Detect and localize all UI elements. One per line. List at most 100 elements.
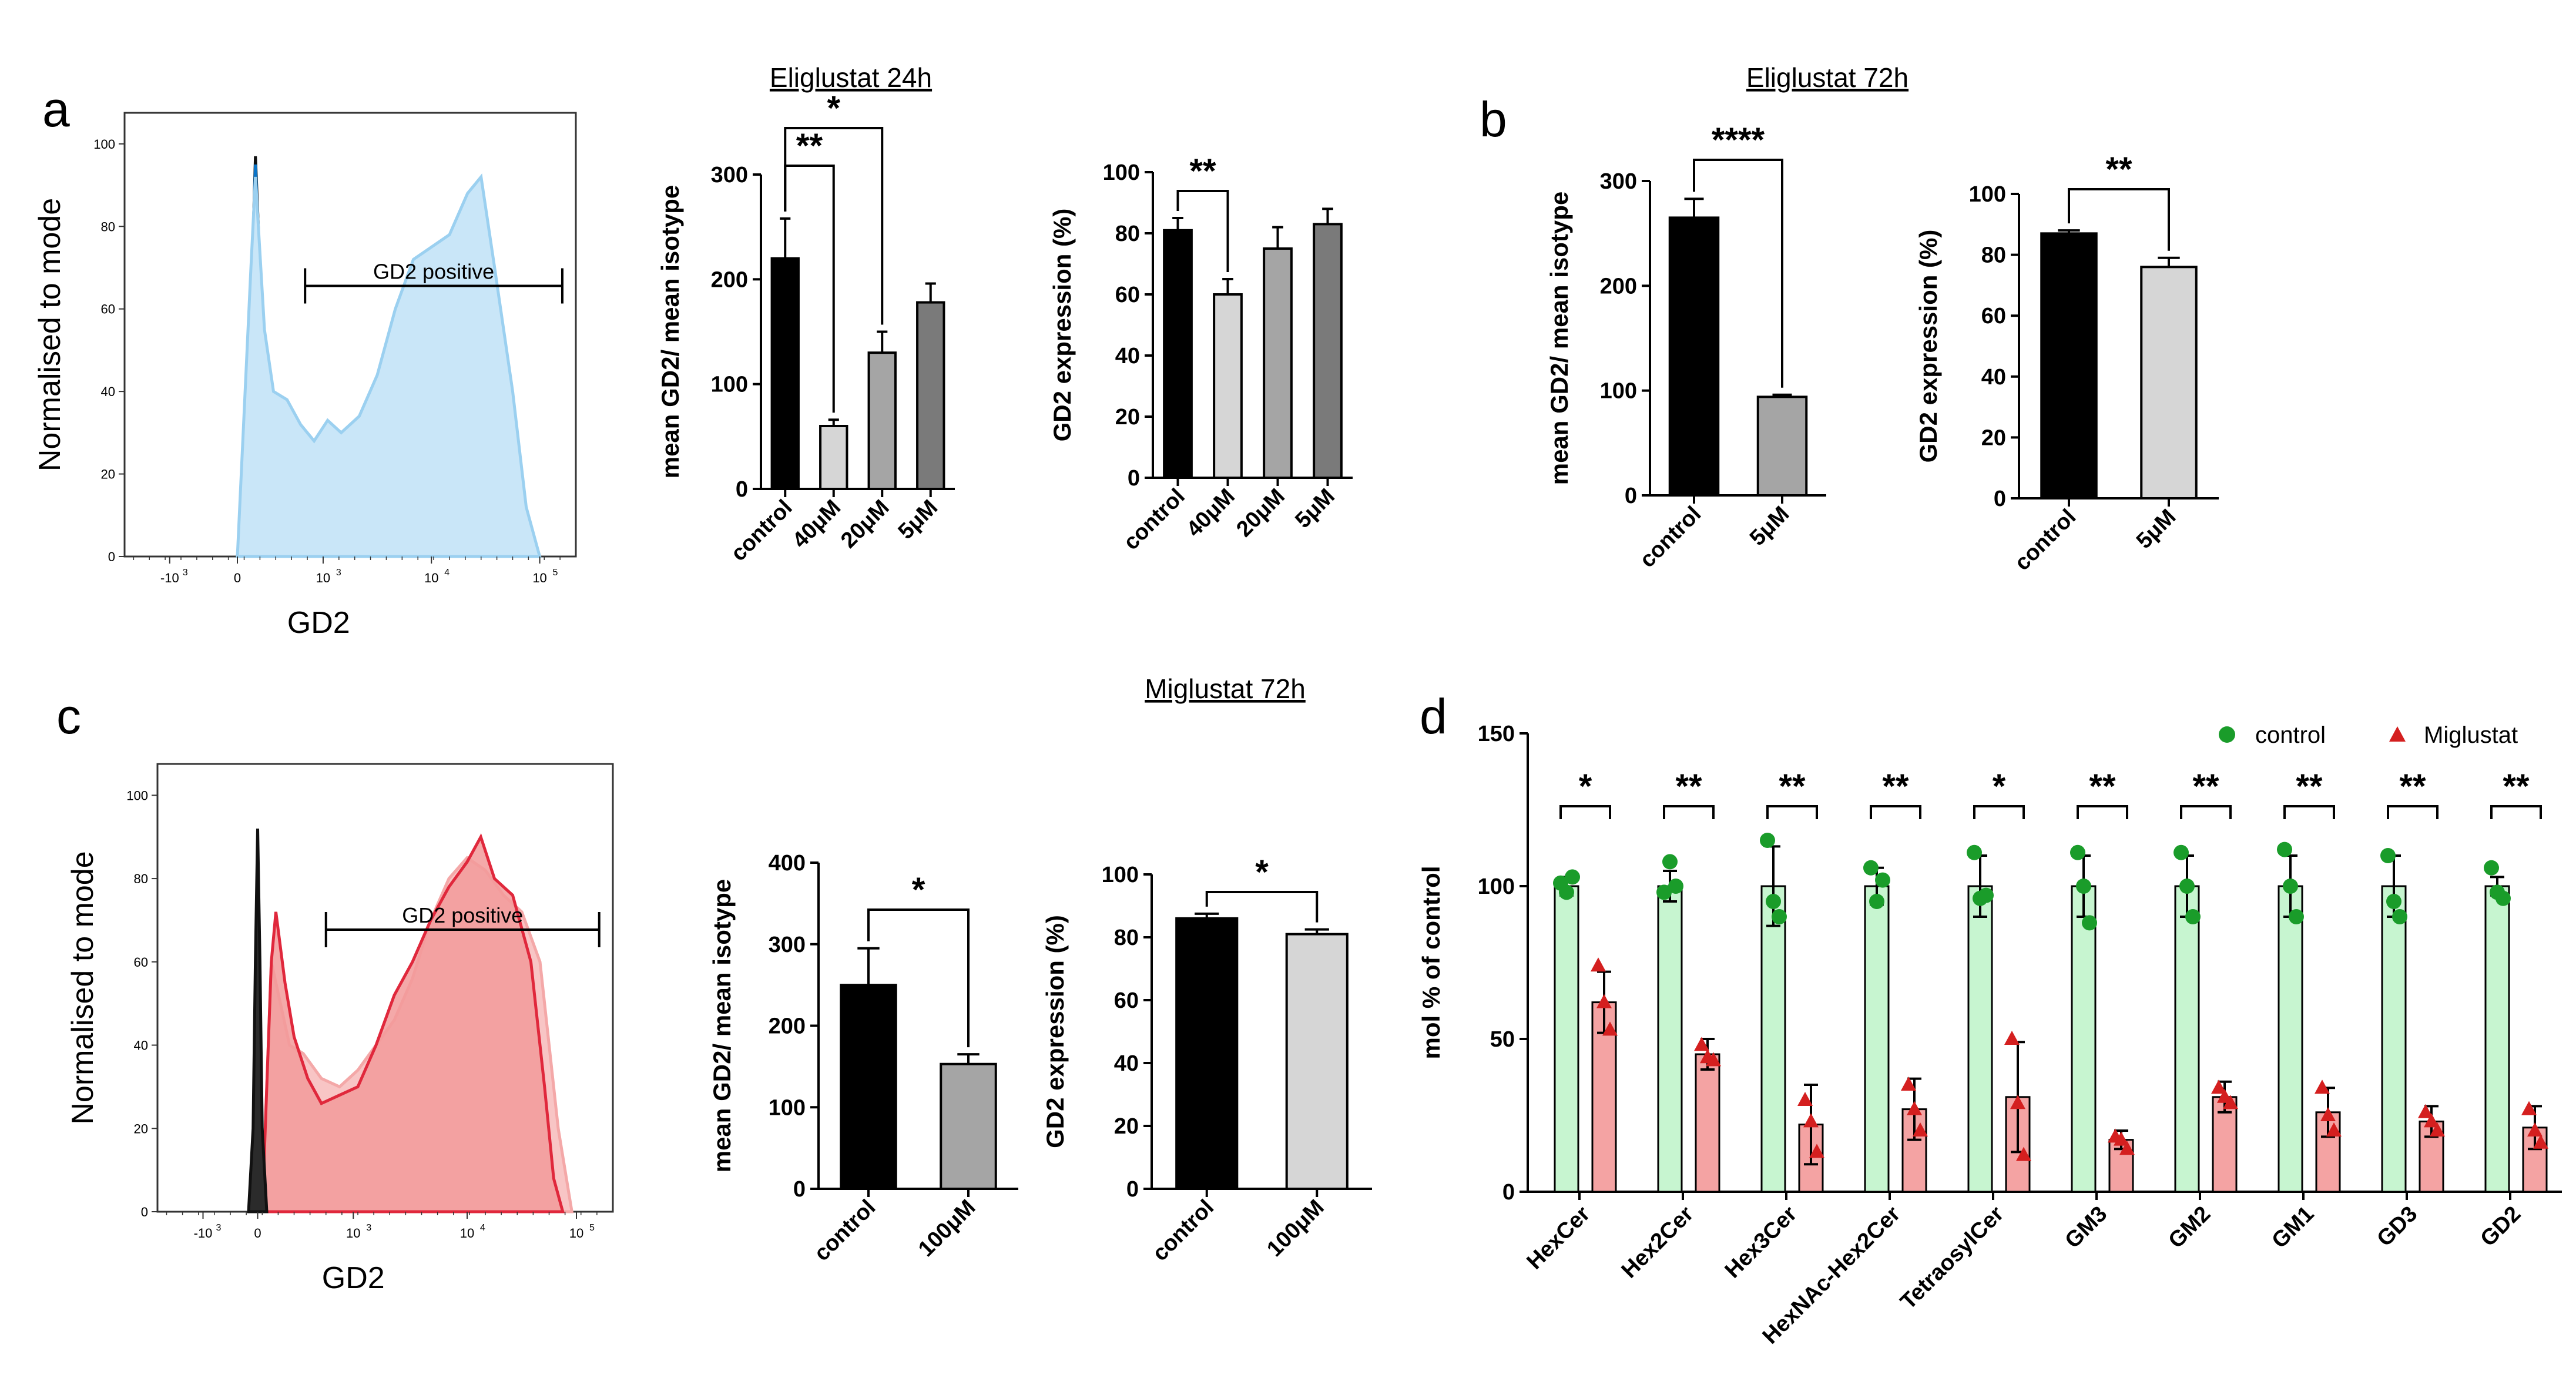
bar bbox=[1175, 917, 1239, 1191]
bar-control bbox=[2278, 885, 2303, 1193]
y-tick-label: 20 bbox=[134, 1121, 148, 1136]
significance-bracket bbox=[1176, 190, 1229, 272]
bar bbox=[1313, 223, 1343, 479]
x-tick-label: Hex3Cer bbox=[1720, 1202, 1802, 1283]
x-axis-label: GD2 bbox=[287, 606, 350, 640]
panel-a-title: Eliglustat 24h bbox=[770, 62, 932, 93]
significance-label: * bbox=[912, 871, 925, 909]
histogram-series-control bbox=[236, 173, 542, 558]
x-tick-label: control bbox=[810, 1195, 881, 1266]
bar bbox=[1756, 395, 1808, 497]
significance-bracket bbox=[2387, 805, 2439, 819]
significance-label: ** bbox=[1779, 767, 1806, 806]
data-point-control bbox=[2496, 890, 2511, 906]
data-point-control bbox=[1772, 909, 1787, 924]
bar bbox=[1163, 229, 1193, 479]
data-point-control bbox=[2289, 909, 2304, 924]
y-tick-label: 20 bbox=[1114, 1114, 1139, 1139]
bar bbox=[2040, 232, 2098, 499]
significance-bracket bbox=[2490, 805, 2542, 819]
x-tick-label: TetraosylCer bbox=[1896, 1202, 2008, 1315]
x-tick-label: HexCer bbox=[1522, 1202, 1595, 1275]
x-tick-exponent: 3 bbox=[183, 568, 188, 578]
bar-chart-a-mean: 0 100 200 300 mean GD2/ mean isotype control4… bbox=[656, 89, 955, 566]
y-axis-label: mean GD2/ mean isotype bbox=[656, 185, 684, 479]
data-point-miglustat bbox=[2533, 1134, 2548, 1149]
x-tick-exponent: 4 bbox=[480, 1223, 485, 1233]
data-point-control bbox=[1978, 887, 1994, 903]
x-tick-label: 10 bbox=[316, 571, 330, 585]
y-tick-label: 20 bbox=[101, 467, 115, 482]
gate-label: GD2 positive bbox=[373, 259, 494, 283]
y-tick-label: 0 bbox=[1994, 487, 2006, 511]
data-point-control bbox=[1967, 844, 1982, 860]
x-tick-label: control bbox=[726, 495, 797, 566]
significance-bracket bbox=[1693, 159, 1783, 388]
x-tick-label: 100μM bbox=[1262, 1195, 1329, 1262]
y-tick-label: 80 bbox=[1981, 243, 2006, 268]
y-axis-label: Normalised to mode bbox=[66, 851, 100, 1124]
data-point-miglustat bbox=[1803, 1113, 1819, 1128]
y-tick-label: 80 bbox=[1115, 222, 1140, 246]
y-tick-label: 0 bbox=[793, 1177, 806, 1202]
x-tick-label: GD3 bbox=[2372, 1202, 2422, 1252]
x-tick-label: 5μM bbox=[894, 495, 942, 544]
data-point-miglustat bbox=[1706, 1052, 1721, 1067]
x-tick-exponent: 3 bbox=[336, 568, 341, 578]
y-tick-label: 200 bbox=[769, 1014, 806, 1039]
y-tick-label: 60 bbox=[1981, 304, 2006, 328]
y-tick-label: 300 bbox=[769, 933, 806, 957]
significance-label: * bbox=[1579, 767, 1592, 806]
significance-bracket bbox=[1663, 805, 1715, 819]
x-tick-label: 100μM bbox=[914, 1195, 980, 1262]
panel-b-title: Eliglustat 72h bbox=[1746, 62, 1908, 93]
legend-label-control: control bbox=[2255, 722, 2326, 748]
significance-bracket bbox=[1766, 805, 1818, 819]
x-tick-label: Hex2Cer bbox=[1617, 1202, 1699, 1283]
data-point-control bbox=[2392, 909, 2407, 924]
data-point-miglustat bbox=[1913, 1122, 1928, 1136]
significance-label: ** bbox=[2399, 767, 2426, 806]
x-tick-label: 10 bbox=[346, 1226, 360, 1241]
y-tick-label: 0 bbox=[736, 477, 748, 502]
x-tick-label: 40μM bbox=[1182, 484, 1239, 542]
data-point-control bbox=[1863, 860, 1879, 876]
x-tick-label: 20μM bbox=[836, 495, 894, 553]
bar bbox=[1285, 933, 1349, 1191]
data-point-miglustat bbox=[1809, 1144, 1824, 1158]
panel-c-letter: c bbox=[56, 689, 81, 744]
y-tick-label: 100 bbox=[769, 1095, 806, 1120]
data-point-miglustat bbox=[2527, 1122, 2543, 1136]
x-tick-label: control bbox=[2010, 505, 2081, 576]
y-axis-label: Normalised to mode bbox=[33, 198, 67, 471]
data-point-control bbox=[1565, 869, 1580, 885]
x-tick-label: -10 bbox=[160, 571, 179, 585]
significance-label: * bbox=[827, 89, 840, 128]
data-point-control bbox=[2380, 848, 2396, 863]
data-point-miglustat bbox=[1596, 994, 1612, 1008]
data-point-miglustat bbox=[2424, 1113, 2439, 1128]
bar bbox=[940, 1062, 997, 1191]
x-tick-label: 0 bbox=[254, 1226, 261, 1241]
y-tick-label: 40 bbox=[1114, 1051, 1139, 1076]
x-tick-exponent: 5 bbox=[589, 1223, 595, 1233]
y-tick-label: 60 bbox=[1114, 988, 1139, 1013]
significance-bracket bbox=[1559, 805, 1611, 819]
histogram-series-isotype bbox=[247, 828, 269, 1213]
data-point-control bbox=[1760, 833, 1775, 848]
y-tick-label: 100 bbox=[93, 137, 115, 152]
data-point-miglustat bbox=[1694, 1037, 1709, 1051]
x-tick-exponent: 5 bbox=[553, 568, 558, 578]
significance-label: ** bbox=[2192, 767, 2219, 806]
data-point-miglustat bbox=[2521, 1101, 2537, 1115]
data-point-miglustat bbox=[2320, 1107, 2336, 1121]
bar bbox=[867, 351, 897, 491]
y-tick-label: 40 bbox=[1981, 365, 2006, 390]
data-point-control bbox=[1766, 894, 1781, 909]
data-point-miglustat bbox=[2430, 1122, 2445, 1136]
data-point-miglustat bbox=[1797, 1092, 1813, 1106]
bar bbox=[916, 301, 945, 490]
y-tick-label: 100 bbox=[1969, 182, 2006, 207]
x-tick-label: control bbox=[1148, 1195, 1219, 1266]
